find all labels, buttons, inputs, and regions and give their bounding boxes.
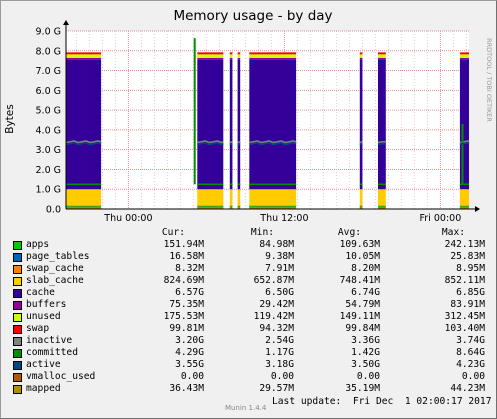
plot-area: 0.0 1.0 G 2.0 G 3.0 G 4.0 G 5.0 G 6.0 G 7.0 G 8.… xyxy=(36,20,480,224)
y-tick-label: 0.0 xyxy=(46,205,61,216)
area-unused xyxy=(378,54,386,58)
x-axis-arrow xyxy=(475,206,480,212)
area-swap_cache xyxy=(66,205,102,207)
area-swap xyxy=(249,52,297,55)
y-tick-label: 1.0 G xyxy=(36,185,62,196)
y-tick-label: 2.0 G xyxy=(36,165,62,176)
area-unused xyxy=(66,54,102,58)
area-swap xyxy=(459,52,469,55)
area-buffers xyxy=(249,57,297,60)
area-swap_cache xyxy=(378,205,386,207)
line-inactive xyxy=(237,141,241,144)
area-swap_cache xyxy=(459,205,469,207)
area-cache xyxy=(237,59,241,190)
area-swap xyxy=(197,52,224,55)
line-inactive xyxy=(229,141,233,144)
line-inactive xyxy=(359,141,363,144)
line-active xyxy=(359,142,363,146)
y-tick-label: 3.0 G xyxy=(36,145,62,156)
area-buffers xyxy=(237,57,241,60)
area-swap xyxy=(237,52,241,55)
area-buffers xyxy=(459,57,469,60)
y-tick-label: 4.0 G xyxy=(36,125,62,136)
y-tick-label: 7.0 G xyxy=(36,66,62,77)
area-cache xyxy=(359,59,363,190)
rrdtool-watermark: RRDTOOL / TOBI OETIKER xyxy=(485,38,493,122)
line-active xyxy=(377,142,386,146)
y-tick-label: 6.0 G xyxy=(36,86,62,97)
area-unused xyxy=(359,54,363,58)
area-buffers xyxy=(197,57,224,60)
line-inactive xyxy=(65,140,102,144)
area-unused xyxy=(459,54,469,58)
line-active xyxy=(65,142,102,146)
area-cache xyxy=(197,59,224,190)
area-slab_cache xyxy=(378,189,386,206)
area-slab_cache xyxy=(66,189,102,206)
x-tick-label: Fri 00:00 xyxy=(420,213,462,224)
line-active xyxy=(229,142,233,146)
area-slab_cache xyxy=(249,189,297,206)
area-cache xyxy=(378,59,386,190)
area-swap_cache xyxy=(197,205,224,207)
y-tick-label: 8.0 G xyxy=(36,46,62,57)
area-swap_cache xyxy=(229,205,233,207)
area-cache xyxy=(66,59,102,190)
line-active xyxy=(249,142,297,146)
area-buffers xyxy=(378,57,386,60)
area-buffers xyxy=(229,57,233,60)
area-cache xyxy=(459,59,469,190)
area-swap xyxy=(66,52,102,55)
y-tick-label: 9.0 G xyxy=(36,27,62,38)
area-unused xyxy=(249,54,297,58)
x-tick-label: Thu 00:00 xyxy=(103,213,152,224)
area-unused xyxy=(237,54,241,58)
area-buffers xyxy=(359,57,363,60)
area-swap xyxy=(229,52,233,55)
line-inactive xyxy=(377,141,386,144)
area-buffers xyxy=(66,57,102,60)
area-cache xyxy=(229,59,233,190)
area-unused xyxy=(229,54,233,58)
line-active xyxy=(197,142,224,146)
line-inactive xyxy=(249,140,297,144)
area-slab_cache xyxy=(359,189,363,206)
area-swap_cache xyxy=(237,205,241,207)
y-axis-label: Bytes xyxy=(4,104,16,133)
area-swap xyxy=(359,52,363,55)
area-swap xyxy=(378,52,386,55)
chart-title: Memory usage - by day xyxy=(173,8,332,24)
area-unused xyxy=(197,54,224,58)
area-slab_cache xyxy=(197,189,224,206)
area-swap_cache xyxy=(359,205,363,207)
y-tick-label: 5.0 G xyxy=(36,106,62,117)
area-cache xyxy=(249,59,297,190)
area-slab_cache xyxy=(459,189,469,206)
y-axis-arrow xyxy=(63,20,69,25)
line-active xyxy=(459,142,470,146)
line-active xyxy=(237,142,241,146)
area-slab_cache xyxy=(237,189,241,206)
x-tick-label: Thu 12:00 xyxy=(259,213,308,224)
area-slab_cache xyxy=(229,189,233,206)
line-inactive xyxy=(197,140,224,144)
area-swap_cache xyxy=(249,205,297,207)
